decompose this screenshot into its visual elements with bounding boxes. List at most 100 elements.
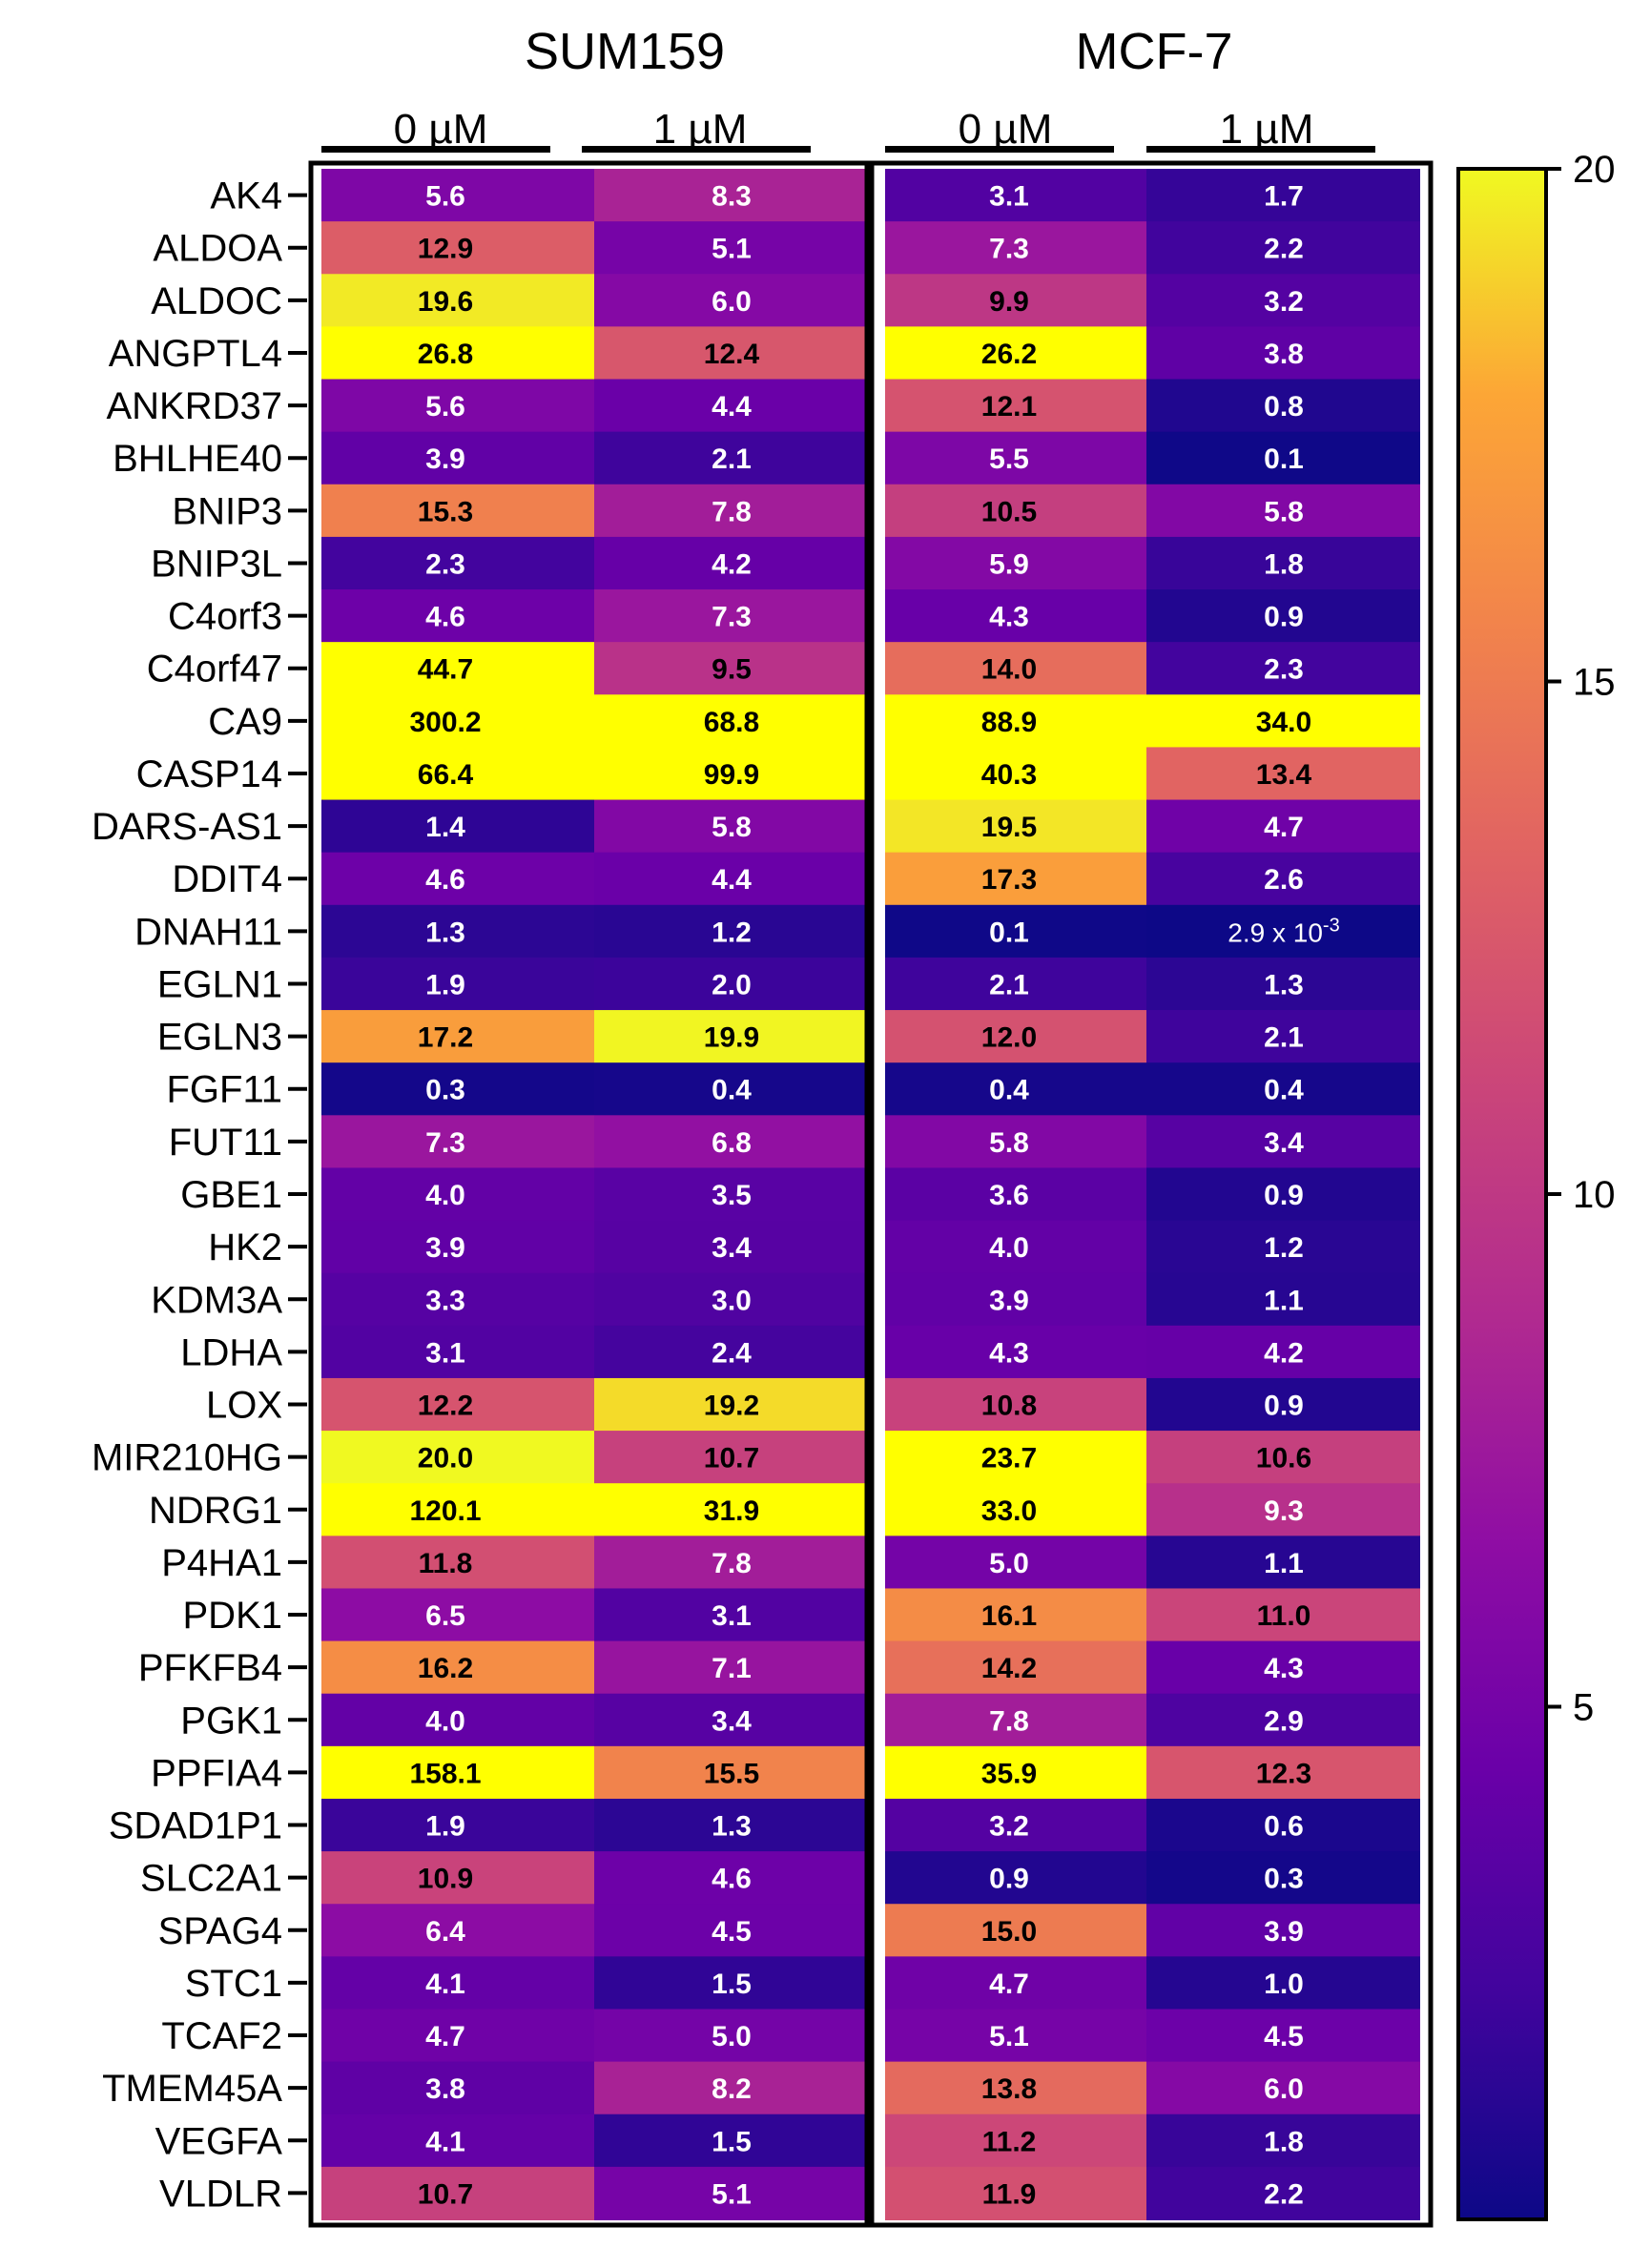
- heatmap-cell: [594, 799, 868, 854]
- gene-label: PGK1: [180, 1700, 282, 1742]
- cell-value-label: 15.3: [418, 496, 473, 527]
- gene-label: LDHA: [180, 1331, 282, 1373]
- cell-value-label: 33.0: [981, 1495, 1037, 1527]
- heatmap-cell: [594, 379, 868, 433]
- heatmap-cell: [885, 431, 1159, 485]
- heatmap-cell: [885, 2113, 1159, 2168]
- heatmap-cell: [885, 1956, 1159, 2010]
- heatmap-cell: [885, 536, 1159, 591]
- cell-value-label: 1.0: [1264, 1969, 1304, 2000]
- colorbar-ticks: 5 10 15 20: [1546, 149, 1616, 1729]
- gene-label: ANKRD37: [106, 385, 282, 427]
- gene-label: KDM3A: [151, 1279, 282, 1321]
- gene-label: MIR210HG: [92, 1437, 282, 1479]
- cell-value-label: 3.8: [425, 2073, 465, 2105]
- cell-value-label: 1.2: [712, 917, 752, 948]
- cell-value-label: 3.9: [425, 1232, 465, 1264]
- cell-value-label: 13.8: [981, 2073, 1037, 2105]
- heatmap-cell: [1146, 799, 1420, 854]
- heatmap-cell: [1146, 1693, 1420, 1747]
- cell-value-label: 1.8: [1264, 2126, 1304, 2157]
- cell-value-label: 10.6: [1256, 1443, 1311, 1474]
- heatmap-cell: [885, 1062, 1159, 1117]
- cell-value-label: 4.7: [989, 1969, 1029, 2000]
- heatmap-cell: [885, 1220, 1159, 1274]
- heatmap-cell: [1146, 1272, 1420, 1327]
- gene-label: PFKFB4: [138, 1647, 282, 1689]
- cell-value-label: 9.3: [1264, 1495, 1304, 1527]
- heatmap-cell: [1146, 694, 1420, 749]
- heatmap-cell: [885, 694, 1159, 749]
- cell-value-label: 2.0: [712, 969, 752, 1000]
- heatmap-cell: [321, 169, 595, 223]
- heatmap-cell: [885, 274, 1159, 328]
- cell-value-label: 5.0: [712, 2021, 752, 2052]
- colorbar-tick-label: 20: [1573, 149, 1616, 191]
- cell-value-label: 1.5: [712, 1969, 752, 2000]
- heatmap-cell: [594, 1536, 868, 1590]
- cell-value-label: 15.0: [981, 1916, 1037, 1948]
- gene-label: BHLHE40: [113, 438, 282, 480]
- gene-label: FUT11: [169, 1122, 282, 1164]
- heatmap-cell: [321, 1115, 595, 1169]
- heatmap-cell: [1146, 747, 1420, 801]
- heatmap-cell: [1146, 1956, 1420, 2010]
- cell-value-label: 12.9: [418, 234, 473, 265]
- heatmap-cell: [594, 536, 868, 591]
- cell-value-label: 0.4: [712, 1075, 752, 1106]
- cell-value-label: 8.2: [712, 2073, 752, 2105]
- heatmap-cell: [885, 799, 1159, 854]
- heatmap-cell: [885, 2009, 1159, 2063]
- gene-label: EGLN3: [157, 1017, 282, 1059]
- cell-value-label: 10.7: [704, 1443, 759, 1474]
- cell-value-label: 5.6: [425, 181, 465, 213]
- cell-value-label: 12.4: [704, 339, 760, 370]
- heatmap-cell: [885, 1588, 1159, 1642]
- cell-value-label: 19.5: [981, 812, 1037, 843]
- cell-value-label: 7.3: [425, 1127, 465, 1159]
- heatmap-cell: [885, 1693, 1159, 1747]
- heatmap-cell: [321, 1640, 595, 1695]
- cell-value-label: 16.2: [418, 1653, 473, 1684]
- cell-value-label: 1.7: [1264, 181, 1304, 213]
- gene-label: CA9: [208, 701, 282, 743]
- cell-value-label: 0.3: [425, 1075, 465, 1106]
- heatmap-cell: [1146, 1062, 1420, 1117]
- cell-value-label: 4.2: [1264, 1337, 1304, 1369]
- cell-value-label: 6.0: [1264, 2073, 1304, 2105]
- cell-value-label: 0.3: [1264, 1864, 1304, 1895]
- gene-label: DARS-AS1: [92, 806, 282, 848]
- cell-value-label: 66.4: [418, 759, 474, 791]
- cell-value-label: 3.9: [989, 1285, 1029, 1316]
- heatmap-cell: [321, 2009, 595, 2063]
- condition-bar: [321, 146, 550, 153]
- cell-value-label: 99.9: [704, 759, 759, 791]
- cell-value-label: 4.6: [425, 602, 465, 633]
- cell-value-label: 34.0: [1256, 707, 1311, 738]
- cell-value-label: 2.4: [712, 1337, 752, 1369]
- cell-value-label: 11.0: [1257, 1600, 1311, 1632]
- heatmap-cell: [1146, 1745, 1420, 1800]
- condition-label-sum159-0um: 0 µM: [394, 106, 488, 153]
- cell-value-label: 10.5: [981, 496, 1037, 527]
- heatmap-cell: [321, 1272, 595, 1327]
- heatmap-cell: [321, 1483, 595, 1537]
- cell-value-label: 4.3: [989, 602, 1029, 633]
- cell-value-label: 3.1: [425, 1337, 465, 1369]
- cell-value-label: 1.3: [712, 1811, 752, 1843]
- heatmap-cell: [321, 1536, 595, 1590]
- cell-value-label: 2.9 x 10-3: [1228, 915, 1339, 947]
- cell-value-label: 88.9: [981, 707, 1037, 738]
- group-title-mcf7: MCF-7: [1076, 23, 1233, 80]
- condition-bar: [885, 146, 1114, 153]
- heatmap-cell: [594, 2061, 868, 2115]
- heatmap-cell: [1146, 642, 1420, 696]
- heatmap-cell: [594, 2166, 868, 2220]
- heatmap-cell: [321, 1745, 595, 1800]
- heatmap-cell: [1146, 169, 1420, 223]
- heatmap-cell: [885, 326, 1159, 381]
- condition-label-mcf7-0um: 0 µM: [959, 106, 1053, 153]
- panel-frame: [869, 160, 1434, 2228]
- cell-value-label: 3.9: [1264, 1916, 1304, 1948]
